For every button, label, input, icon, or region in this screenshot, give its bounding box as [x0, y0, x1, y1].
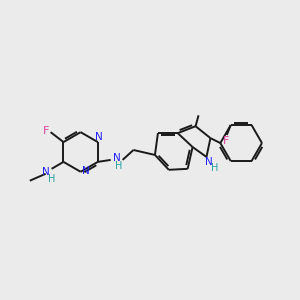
Text: N: N	[42, 167, 50, 177]
Text: N: N	[113, 153, 121, 163]
Text: H: H	[211, 163, 218, 173]
Text: N: N	[95, 132, 103, 142]
Text: N: N	[82, 166, 89, 176]
Text: F: F	[223, 136, 229, 146]
Text: N: N	[205, 157, 212, 167]
Text: F: F	[43, 126, 49, 136]
Text: H: H	[48, 174, 55, 184]
Text: H: H	[115, 161, 122, 171]
